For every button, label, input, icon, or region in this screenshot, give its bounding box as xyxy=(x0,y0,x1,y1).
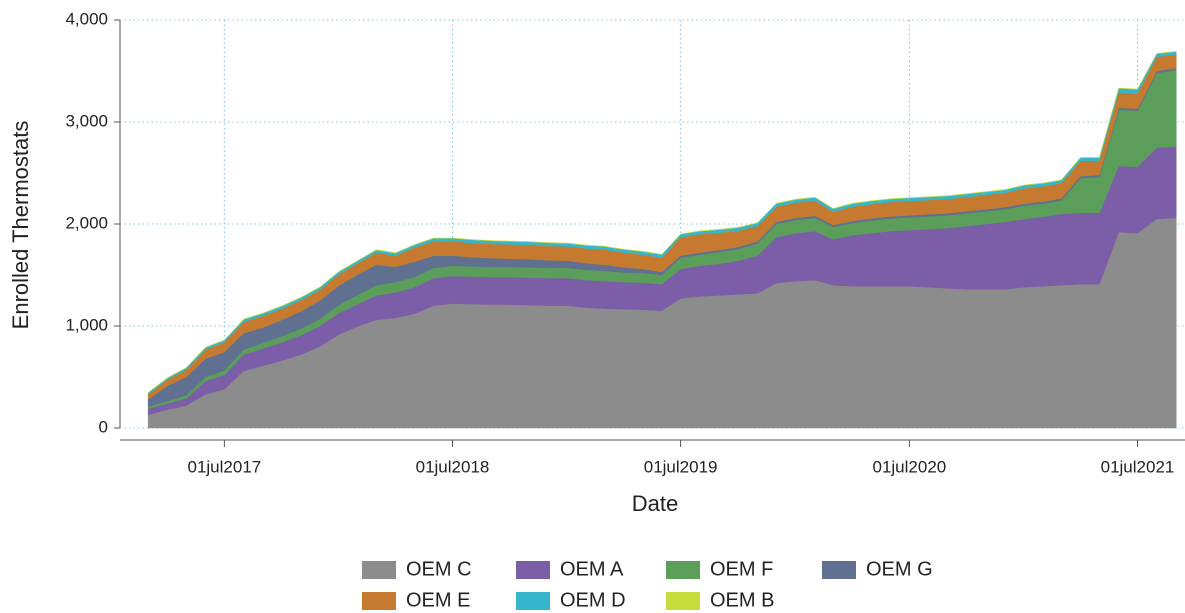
x-tick-label: 01jul2017 xyxy=(188,457,262,476)
legend-swatch xyxy=(822,561,856,579)
legend-label: OEM G xyxy=(866,558,933,580)
legend-label: OEM D xyxy=(560,589,626,611)
legend-label: OEM F xyxy=(710,558,773,580)
legend-label: OEM A xyxy=(560,558,624,580)
x-tick-label: 01jul2019 xyxy=(644,457,718,476)
y-tick-label: 1,000 xyxy=(65,315,108,334)
legend-swatch xyxy=(362,561,396,579)
legend-label: OEM C xyxy=(406,558,472,580)
x-axis-label: Date xyxy=(632,491,678,516)
x-tick-label: 01jul2020 xyxy=(873,457,947,476)
legend-swatch xyxy=(362,592,396,610)
y-tick-label: 0 xyxy=(99,417,108,436)
y-tick-label: 2,000 xyxy=(65,213,108,232)
y-axis-label: Enrolled Thermostats xyxy=(8,121,33,330)
legend-swatch xyxy=(666,561,700,579)
x-tick-label: 01jul2021 xyxy=(1101,457,1175,476)
y-tick-label: 3,000 xyxy=(65,111,108,130)
x-tick-label: 01jul2018 xyxy=(416,457,490,476)
legend-label: OEM B xyxy=(710,589,774,611)
legend-swatch xyxy=(516,592,550,610)
legend-label: OEM E xyxy=(406,589,470,611)
legend-swatch xyxy=(666,592,700,610)
y-tick-label: 4,000 xyxy=(65,9,108,28)
area xyxy=(147,51,1177,394)
legend-swatch xyxy=(516,561,550,579)
